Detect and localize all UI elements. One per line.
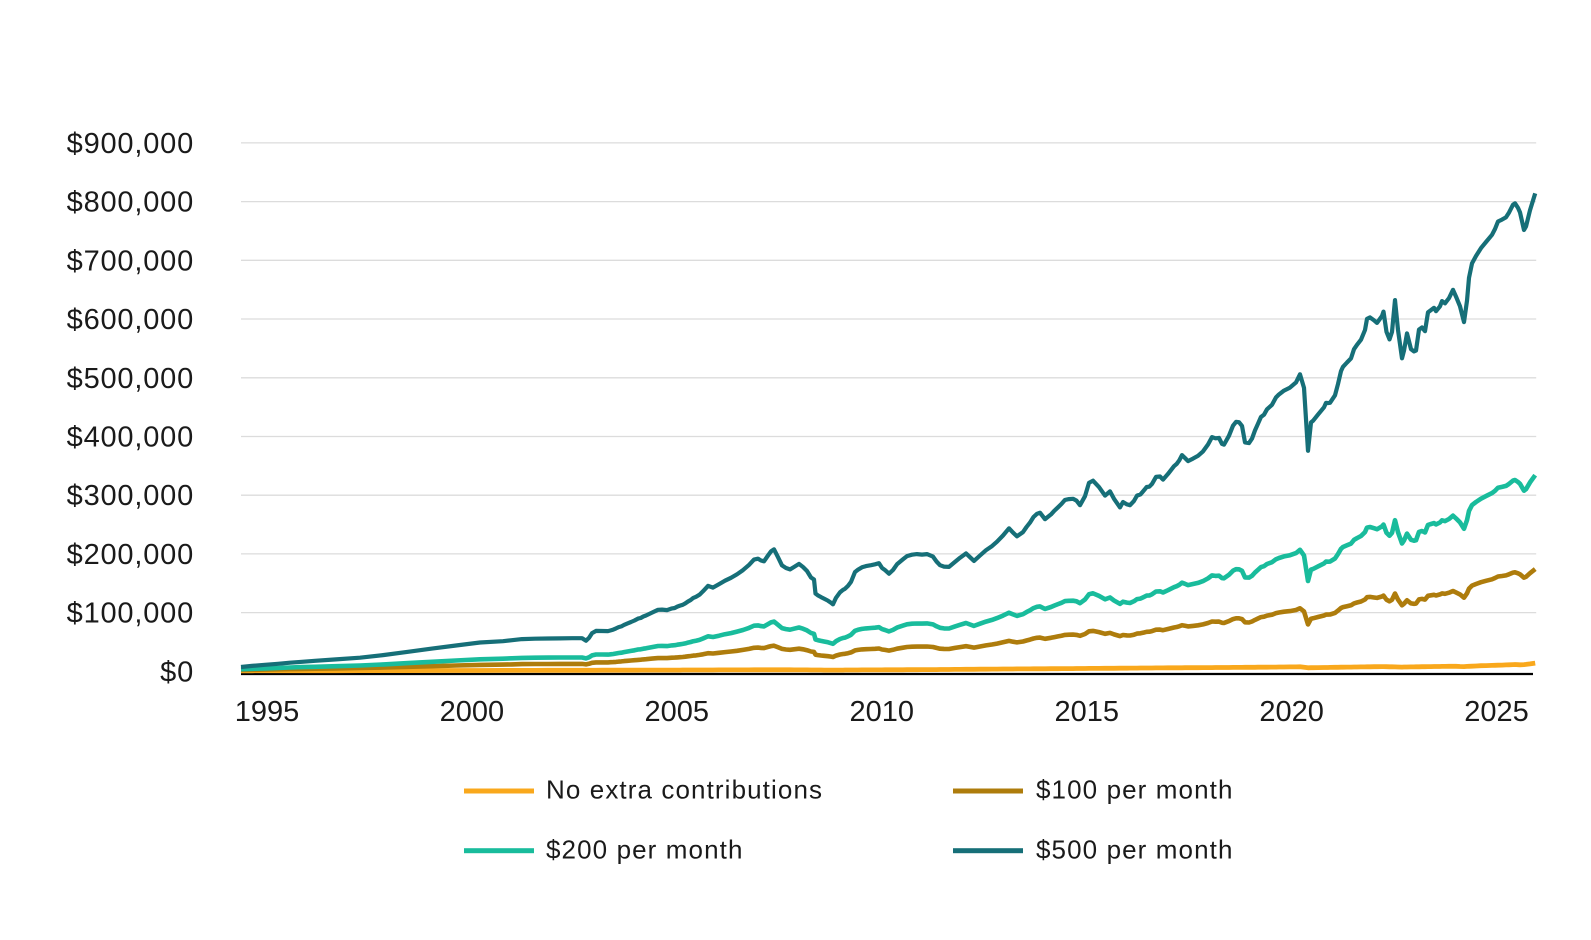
svg-text:2015: 2015: [1054, 696, 1119, 728]
svg-text:$0: $0: [160, 656, 194, 688]
svg-text:$900,000: $900,000: [67, 128, 194, 160]
svg-text:$800,000: $800,000: [67, 187, 194, 219]
svg-text:$100 per month: $100 per month: [1036, 775, 1234, 805]
svg-text:2025: 2025: [1464, 696, 1529, 728]
svg-text:$400,000: $400,000: [67, 422, 194, 454]
svg-text:$500,000: $500,000: [67, 363, 194, 395]
svg-text:2000: 2000: [440, 696, 505, 728]
svg-text:$200,000: $200,000: [67, 539, 194, 571]
svg-text:2020: 2020: [1259, 696, 1324, 728]
svg-text:No extra contributions: No extra contributions: [546, 775, 823, 805]
svg-text:$200 per month: $200 per month: [546, 834, 744, 864]
svg-text:$100,000: $100,000: [67, 598, 194, 630]
svg-text:$600,000: $600,000: [67, 304, 194, 336]
svg-text:$300,000: $300,000: [67, 480, 194, 512]
svg-text:2010: 2010: [850, 696, 915, 728]
svg-text:$500 per month: $500 per month: [1036, 834, 1234, 864]
svg-text:1995: 1995: [235, 696, 300, 728]
svg-text:2005: 2005: [645, 696, 710, 728]
svg-text:$700,000: $700,000: [67, 245, 194, 277]
